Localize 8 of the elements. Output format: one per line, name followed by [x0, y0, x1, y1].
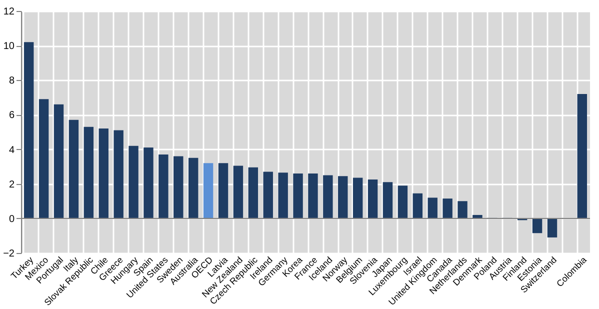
y-tick-label: 12	[3, 6, 15, 18]
y-tick-label: 2	[8, 179, 15, 190]
y-tick-label: 10	[3, 41, 15, 52]
y-tick-label: 4	[8, 144, 15, 156]
y-tick-label: 8	[8, 76, 15, 87]
y-tick-label: −2	[3, 248, 15, 260]
y-tick-label: 0	[8, 214, 15, 225]
y-tick-label: 6	[8, 110, 15, 122]
